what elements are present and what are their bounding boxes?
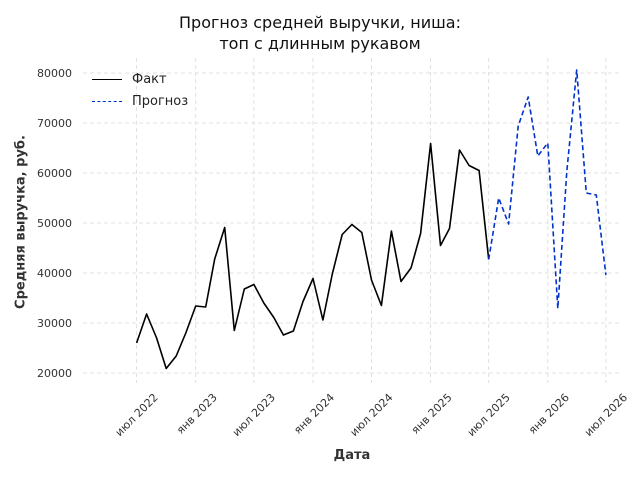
legend-swatch-fact [92,78,122,80]
x-tick-label: янв 2024 [291,391,337,437]
chart-title-line-1: Прогноз средней выручки, ниша: [179,13,461,32]
x-tick-label: июл 2022 [113,391,161,439]
legend-swatch-forecast [92,100,122,102]
y-tick-label: 30000 [37,317,72,330]
x-tick-label: янв 2026 [526,391,572,437]
y-axis-label: Средняя выручка, руб. [13,135,29,309]
legend-label-forecast: Прогноз [132,93,189,109]
y-axis-ticks: 20000 30000 40000 50000 60000 70000 80000 [37,67,72,380]
legend-item-forecast: Прогноз [92,90,188,112]
y-tick-label: 20000 [37,367,72,380]
y-tick-label: 80000 [37,67,72,80]
x-tick-label: июл 2024 [348,391,396,439]
series-line-fact [135,142,490,370]
y-tick-label: 40000 [37,267,72,280]
x-tick-label: янв 2025 [409,391,455,437]
legend: Факт Прогноз [92,68,188,112]
y-tick-label: 50000 [37,217,72,230]
legend-item-fact: Факт [92,68,188,90]
y-tick-label: 70000 [37,117,72,130]
y-tick-label: 60000 [37,167,72,180]
chart-title: Прогноз средней выручки, ниша: топ с дли… [0,12,640,54]
grid [83,58,622,383]
x-axis-label: Дата [333,448,371,463]
x-tick-label: июл 2023 [230,391,278,439]
x-tick-label: янв 2023 [174,391,220,437]
series-lines [135,69,607,370]
x-tick-label: июл 2026 [582,391,630,439]
series-line-forecast [487,69,607,310]
x-tick-label: июл 2025 [465,391,513,439]
chart-title-line-2: топ с длинным рукавом [219,34,421,53]
legend-label-fact: Факт [132,71,167,87]
x-axis-ticks: июл 2022 янв 2023 июл 2023 янв 2024 июл 2024… [113,391,630,439]
